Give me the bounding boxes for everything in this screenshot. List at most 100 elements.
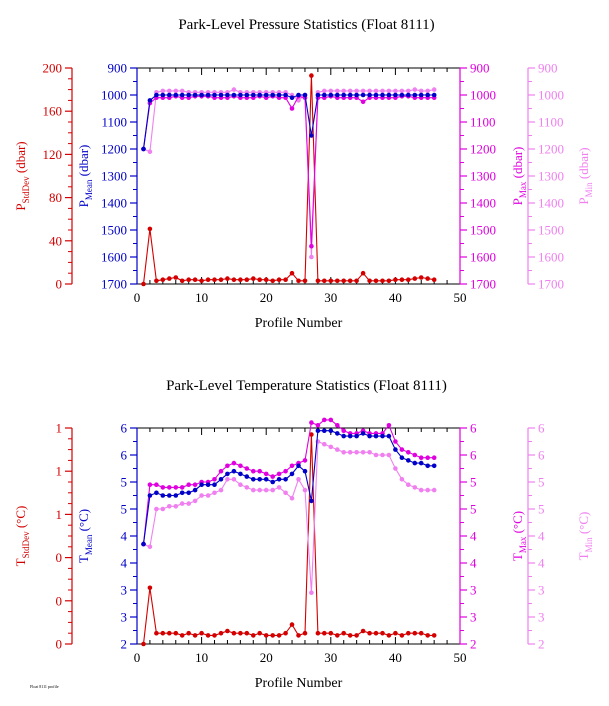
min-data-point (160, 506, 166, 512)
mean-data-point (257, 477, 263, 482)
min-tick-label: 4 (538, 556, 545, 571)
stddev-data-point (167, 630, 172, 636)
max-data-point (341, 428, 347, 434)
mean-data-point (412, 460, 418, 466)
min-data-point (406, 88, 411, 94)
stddev-data-point (367, 630, 372, 636)
mean-series-line (142, 94, 435, 150)
min-data-point (160, 88, 166, 94)
mean-data-point (212, 482, 217, 488)
x-axis-label: Profile Number (255, 316, 343, 331)
min-axis-label: PMin (dbar) (576, 147, 594, 204)
mean-tick-label: 1000 (101, 88, 127, 103)
max-tick-label: 4 (470, 529, 477, 544)
mean-data-point (167, 92, 172, 98)
min-tick-label: 1700 (538, 277, 564, 292)
stddev-data-point (354, 633, 359, 638)
stddev-data-point (231, 630, 237, 636)
max-tick-label: 1200 (470, 142, 496, 157)
mean-data-point (425, 463, 431, 469)
min-data-point (309, 590, 314, 595)
mean-data-point (167, 493, 172, 498)
stddev-data-point (315, 278, 321, 284)
min-data-point (367, 450, 372, 455)
mean-data-point (431, 463, 437, 469)
max-data-point (179, 485, 185, 490)
stddev-axis-label-unit: (dbar) (13, 141, 28, 176)
mean-tick-label: 6 (121, 448, 128, 463)
mean-data-point (309, 498, 314, 504)
mean-data-point (218, 477, 224, 482)
mean-data-point (380, 92, 385, 98)
mean-data-point (244, 92, 250, 98)
mean-data-point (231, 92, 237, 98)
stddev-data-point (354, 278, 359, 284)
x-tick-label: 0 (134, 290, 141, 305)
min-data-point (328, 88, 334, 94)
stddev-data-point (315, 630, 321, 636)
mean-data-point (251, 92, 256, 98)
x-tick-label: 40 (389, 290, 402, 305)
stddev-data-point (283, 630, 288, 636)
min-data-point (218, 487, 224, 493)
stddev-data-point (335, 633, 340, 638)
pressure-statistics-panel: Park-Level Pressure Statistics (Float 81… (13, 17, 594, 331)
min-data-point (354, 88, 359, 94)
min-data-point (399, 88, 405, 94)
max-tick-label: 4 (470, 556, 477, 571)
mean-tick-label: 1400 (101, 196, 127, 211)
stddev-data-point (244, 277, 250, 283)
mean-series-line (142, 430, 435, 545)
stddev-data-point (199, 630, 204, 636)
min-axis-label-sub: Min (584, 537, 594, 553)
min-data-point (341, 450, 347, 455)
stddev-data-point (347, 278, 353, 284)
stddev-tick-label: 40 (49, 233, 62, 248)
stddev-series-line (142, 434, 435, 645)
stddev-data-point (154, 630, 159, 636)
stddev-data-point (160, 277, 166, 283)
stddev-tick-label: 1 (56, 507, 63, 522)
min-tick-label: 5 (538, 475, 545, 490)
stddev-data-point (251, 276, 256, 281)
max-tick-label: 1700 (470, 277, 496, 292)
min-data-point (425, 88, 431, 94)
mean-data-point (373, 92, 379, 98)
max-tick-label: 1400 (470, 196, 496, 211)
max-data-point (412, 452, 418, 458)
min-data-point (335, 447, 340, 452)
mean-data-point (212, 92, 217, 98)
stddev-data-point (406, 277, 411, 283)
max-data-point (360, 99, 366, 105)
stddev-data-point (289, 270, 295, 276)
mean-data-point (186, 92, 191, 98)
max-data-point (328, 417, 334, 423)
stddev-tick-label: 160 (43, 104, 63, 119)
stddev-data-point (205, 633, 211, 638)
min-data-point (231, 477, 237, 482)
stddev-data-point (238, 277, 243, 283)
mean-data-point (251, 477, 256, 482)
mean-tick-label: 5 (121, 502, 128, 517)
mean-data-point (263, 92, 269, 98)
min-data-point (335, 88, 340, 94)
stddev-axis-label-main: P (13, 203, 28, 210)
min-data-point (263, 487, 269, 493)
mean-data-point (399, 455, 405, 461)
min-data-point (399, 477, 405, 482)
stddev-tick-label: 0 (56, 593, 63, 608)
stddev-data-point (322, 630, 327, 636)
mean-data-point (257, 92, 263, 98)
max-data-point (218, 468, 224, 474)
mean-axis-label: TMean (°C) (76, 509, 94, 563)
footer-label: Float 8111 profile (30, 684, 59, 689)
min-tick-label: 3 (538, 583, 545, 598)
stddev-data-point (276, 633, 282, 638)
max-axis-label: PMax (dbar) (510, 147, 528, 206)
max-data-point (315, 423, 321, 428)
temperature-statistics-panel: Park-Level Temperature Statistics (Float… (13, 378, 594, 691)
min-tick-label: 1500 (538, 223, 564, 238)
x-tick-label: 50 (454, 290, 467, 305)
min-data-point (380, 452, 385, 458)
max-axis-label-main: P (510, 198, 525, 205)
